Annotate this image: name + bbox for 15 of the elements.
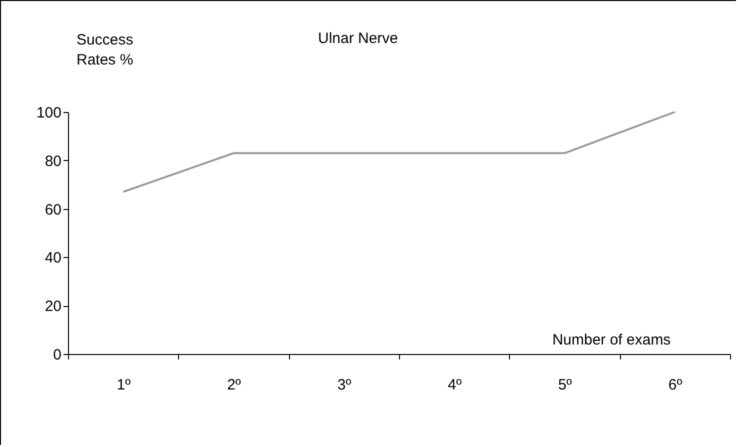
x-tick-label: 5º <box>558 376 572 394</box>
x-tick-label: 1º <box>116 376 132 394</box>
x-tick-label: 4º <box>448 376 462 394</box>
y-tick-label: 100 <box>36 104 62 122</box>
x-tick-label: 6º <box>668 376 683 394</box>
x-axis-title: Number of exams <box>552 332 671 348</box>
y-tick-label: 40 <box>44 250 62 267</box>
y-tick-label: 60 <box>44 201 62 218</box>
y-tick-label: 80 <box>44 152 62 170</box>
y-tick-label: 20 <box>44 298 62 316</box>
x-tick-label: 2º <box>227 376 242 394</box>
y-axis-title: Success Rates % <box>76 32 134 68</box>
chart-title: Ulnar Nerve <box>318 30 398 47</box>
y-tick-label: 0 <box>53 346 62 364</box>
x-tick-label: 3º <box>337 376 352 394</box>
